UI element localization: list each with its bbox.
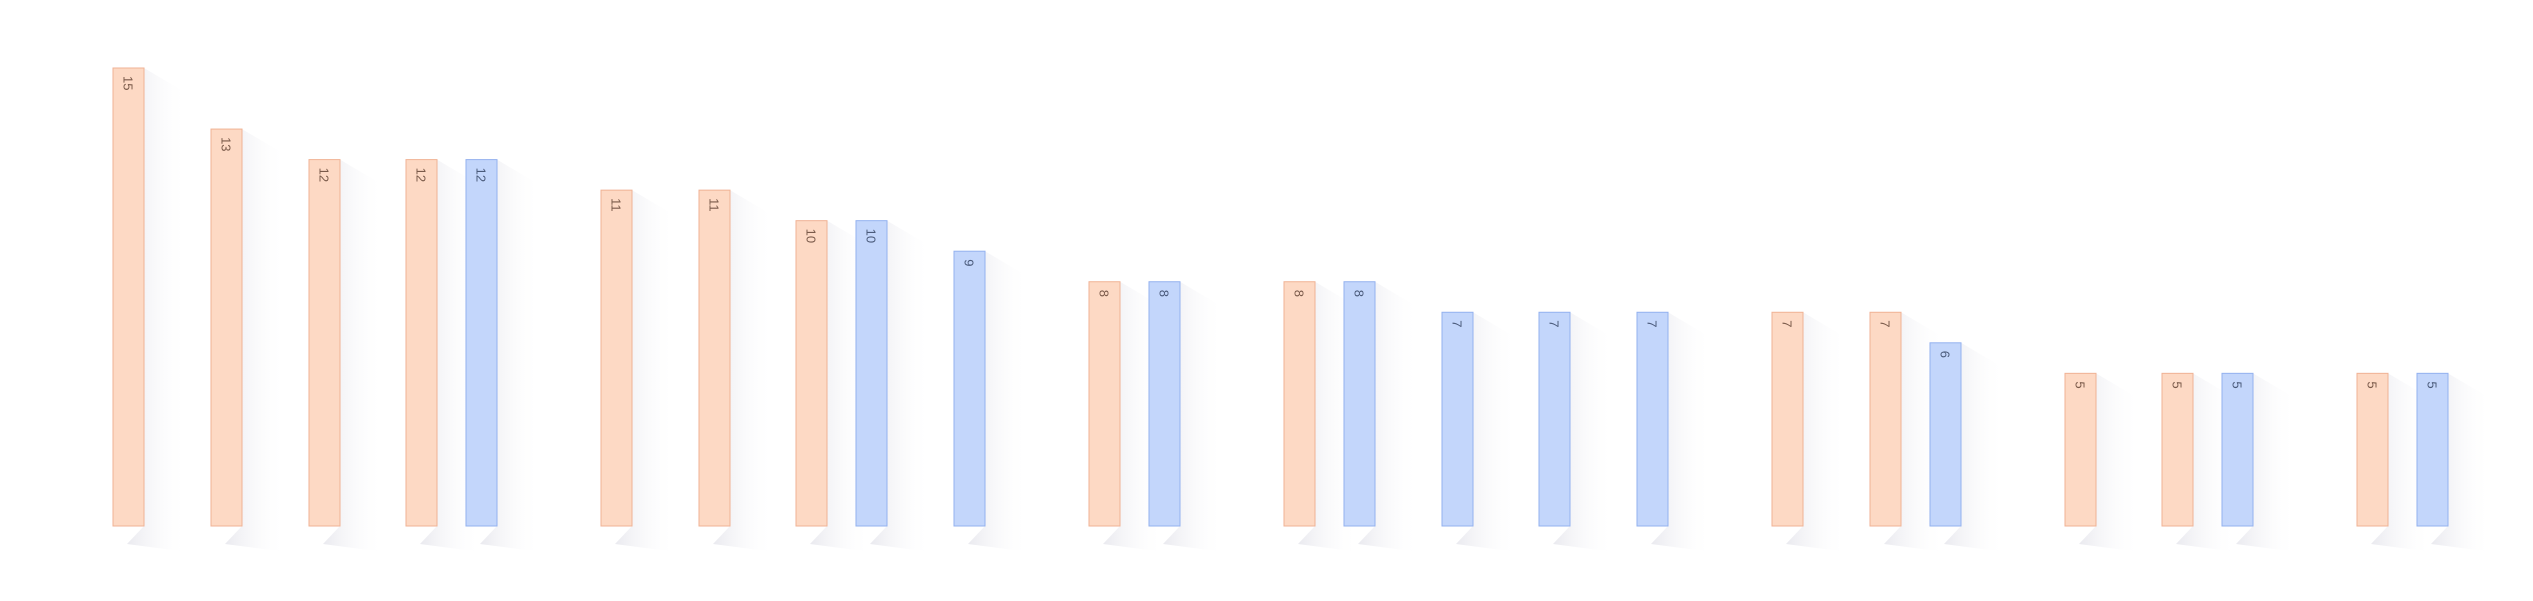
bar-shadow [1786, 312, 1847, 552]
bar-shadow [1944, 342, 2005, 552]
bar-19 [1869, 311, 1902, 527]
bar-1 [112, 67, 145, 527]
bar-8 [795, 220, 828, 527]
bar-2 [210, 128, 243, 527]
bar-7 [698, 189, 731, 527]
bar-value-label: 8 [1157, 290, 1172, 297]
bar-shadow [1163, 281, 1224, 552]
bar-9 [855, 220, 888, 527]
bar-shadow [2431, 373, 2492, 552]
bar-shadow [225, 129, 286, 553]
bar-shadow [2079, 373, 2140, 552]
bar-value-label: 15 [121, 76, 136, 90]
bar-shadow [870, 220, 931, 552]
bar-shadow [1358, 281, 1419, 552]
bar-value-label: 6 [1938, 351, 1953, 358]
bar-value-label: 11 [609, 198, 624, 212]
bar-value-label: 5 [2230, 381, 2245, 388]
bar-value-label: 8 [1352, 290, 1367, 297]
bar-20 [1929, 342, 1962, 527]
bar-value-label: 7 [1547, 320, 1562, 327]
bar-value-label: 10 [864, 229, 879, 243]
bars [112, 67, 2449, 527]
bar-value-label: 13 [219, 137, 234, 151]
bar-value-label: 12 [474, 168, 489, 182]
bar-16 [1538, 311, 1571, 527]
bar-23 [2221, 372, 2254, 527]
bar-value-label: 8 [1097, 290, 1112, 297]
bar-value-label: 7 [1645, 320, 1660, 327]
bar-value-label: 12 [414, 168, 429, 182]
bar-shadow [323, 159, 384, 552]
bar-value-label: 11 [707, 198, 722, 212]
bar-shadow [1553, 312, 1614, 552]
bar-value-label: 9 [962, 259, 977, 266]
bar-value-label: 7 [1878, 320, 1893, 327]
bar-11 [1088, 281, 1121, 527]
bar-shadow [127, 68, 188, 552]
bar-value-label: 7 [1450, 320, 1465, 327]
bar-shadow [615, 190, 676, 552]
bar-value-label: 5 [2170, 381, 2185, 388]
bar-shadow [1651, 312, 1712, 552]
bar-17 [1636, 311, 1669, 527]
bar-value-label: 5 [2425, 381, 2440, 388]
bar-shadow [713, 190, 774, 552]
bar-10 [953, 250, 986, 527]
bar-21 [2064, 372, 2097, 527]
bar-value-label: 5 [2073, 381, 2088, 388]
bar-3 [308, 159, 341, 527]
bar-value-label: 12 [317, 168, 332, 182]
bar-value-label: 7 [1780, 320, 1795, 327]
bar-25 [2416, 372, 2449, 527]
bar-shadow [968, 251, 1029, 552]
bar-shadow [2236, 373, 2297, 552]
bar-15 [1441, 311, 1474, 527]
bar-value-label: 5 [2365, 381, 2380, 388]
bar-value-label: 10 [804, 229, 819, 243]
bar-24 [2356, 372, 2389, 527]
bar-value-label: 8 [1292, 290, 1307, 297]
bar-18 [1771, 311, 1804, 527]
bar-shadow [480, 159, 541, 552]
bar-6 [600, 189, 633, 527]
bar-value-labels: 15 13 12 12 12 11 11 10 10 9 8 8 8 8 7 7 7 7 7 6 5 5 5 5 5 [121, 76, 2440, 389]
bar-shadow [1456, 312, 1517, 552]
bar-4 [405, 159, 438, 527]
bar-5 [465, 159, 498, 527]
bar-12 [1148, 281, 1181, 527]
bar-14 [1343, 281, 1376, 527]
bar-13 [1283, 281, 1316, 527]
bar-22 [2161, 372, 2194, 527]
